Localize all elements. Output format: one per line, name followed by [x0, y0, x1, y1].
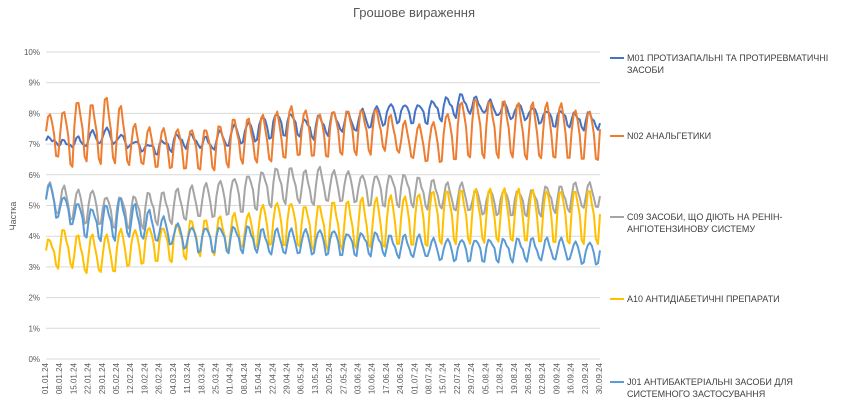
x-tick-label: 30.09.24: [595, 362, 604, 394]
x-tick-label: 03.06.24: [354, 362, 363, 394]
x-tick-label: 19.02.24: [140, 362, 149, 394]
series-line-4: [45, 182, 601, 266]
legend-label-j01: J01 АНТИБАКТЕРІАЛЬНІ ЗАСОБИ ДЛЯ СИСТЕМНО…: [627, 377, 793, 399]
x-axis-ticks: 01.01.24 08.01.24 15.01.24 22.01.24 29.01.24…: [41, 362, 604, 394]
y-axis-ticks: 0% 1% 2% 3% 4% 5% 6% 7% 8% 9% 10%: [24, 48, 40, 364]
x-tick-label: 24.06.24: [396, 362, 405, 394]
legend-item-n02: N02 АНАЛЬГЕТИКИ: [610, 130, 846, 142]
x-tick-label: 13.05.24: [311, 362, 320, 394]
series-line-3: [45, 187, 601, 275]
x-tick-label: 29.04.24: [282, 362, 291, 394]
x-tick-label: 01.04.24: [226, 362, 235, 394]
x-tick-label: 08.01.24: [55, 362, 64, 394]
x-tick-label: 16.09.24: [567, 362, 576, 394]
legend-swatch-a10: [610, 298, 624, 300]
x-tick-label: 05.08.24: [481, 362, 490, 394]
x-tick-label: 01.01.24: [41, 362, 50, 394]
x-tick-label: 01.07.24: [410, 362, 419, 394]
legend-item-c09: C09 ЗАСОБИ, ЩО ДІЮТЬ НА РЕНІН-АНГІОТЕНЗИ…: [610, 211, 846, 235]
x-tick-label: 11.03.24: [183, 362, 192, 393]
x-tick-label: 15.01.24: [69, 362, 78, 394]
x-tick-label: 26.08.24: [524, 362, 533, 394]
x-tick-label: 25.03.24: [211, 362, 220, 394]
y-tick-label: 10%: [24, 48, 40, 57]
x-tick-label: 19.08.24: [510, 362, 519, 394]
y-tick-label: 1%: [28, 324, 40, 333]
y-tick-label: 4%: [28, 232, 40, 241]
x-tick-label: 29.01.24: [98, 362, 107, 394]
x-tick-label: 05.02.24: [112, 362, 121, 394]
chart-title: Грошове вираження: [353, 5, 475, 20]
y-tick-label: 6%: [28, 171, 40, 180]
legend-label-n02: N02 АНАЛЬГЕТИКИ: [627, 131, 712, 141]
y-tick-label: 8%: [28, 109, 40, 118]
x-tick-label: 20.05.24: [325, 362, 334, 394]
legend-item-a10: A10 АНТИДІАБЕТИЧНІ ПРЕПАРАТИ: [610, 293, 846, 305]
x-tick-label: 12.02.24: [126, 362, 135, 394]
x-tick-label: 17.06.24: [382, 362, 391, 394]
x-tick-label: 08.04.24: [240, 362, 249, 394]
x-tick-label: 15.07.24: [439, 362, 448, 394]
x-tick-label: 22.07.24: [453, 362, 462, 394]
x-tick-label: 22.04.24: [268, 362, 277, 394]
y-tick-label: 3%: [28, 263, 40, 272]
series-lines: [45, 93, 601, 275]
series-line-1: [45, 96, 601, 172]
legend-label-a10: A10 АНТИДІАБЕТИЧНІ ПРЕПАРАТИ: [627, 294, 780, 304]
grid-lines: [46, 51, 600, 360]
x-tick-label: 23.09.24: [581, 362, 590, 394]
x-tick-label: 08.07.24: [425, 362, 434, 394]
y-tick-label: 9%: [28, 79, 40, 88]
x-tick-label: 27.05.24: [339, 362, 348, 394]
legend-label-c09: C09 ЗАСОБИ, ЩО ДІЮТЬ НА РЕНІН-АНГІОТЕНЗИ…: [627, 212, 783, 234]
legend-item-m01: M01 ПРОТИЗАПАЛЬНІ ТА ПРОТИРЕВМАТИЧНІ ЗАС…: [610, 52, 846, 76]
x-tick-label: 26.02.24: [155, 362, 164, 394]
y-tick-label: 2%: [28, 294, 40, 303]
legend-swatch-c09: [610, 216, 624, 218]
x-tick-label: 04.03.24: [169, 362, 178, 394]
x-tick-label: 29.07.24: [467, 362, 476, 394]
x-tick-label: 09.09.24: [552, 362, 561, 394]
x-tick-label: 10.06.24: [368, 362, 377, 394]
y-axis-label: Частка: [8, 202, 18, 231]
legend-swatch-j01: [610, 381, 624, 383]
series-line-2: [45, 165, 601, 230]
legend-item-j01: J01 АНТИБАКТЕРІАЛЬНІ ЗАСОБИ ДЛЯ СИСТЕМНО…: [610, 376, 846, 400]
x-tick-label: 06.05.24: [297, 362, 306, 394]
x-tick-label: 22.01.24: [84, 362, 93, 394]
legend-swatch-m01: [610, 57, 624, 59]
x-tick-label: 02.09.24: [538, 362, 547, 394]
x-tick-label: 15.04.24: [254, 362, 263, 394]
y-tick-label: 0%: [28, 355, 40, 364]
y-tick-label: 7%: [28, 140, 40, 149]
legend-label-m01: M01 ПРОТИЗАПАЛЬНІ ТА ПРОТИРЕВМАТИЧНІ ЗАС…: [627, 53, 829, 75]
y-tick-label: 5%: [28, 202, 40, 211]
legend-swatch-n02: [610, 135, 624, 137]
x-tick-label: 18.03.24: [197, 362, 206, 394]
x-tick-label: 12.08.24: [496, 362, 505, 394]
